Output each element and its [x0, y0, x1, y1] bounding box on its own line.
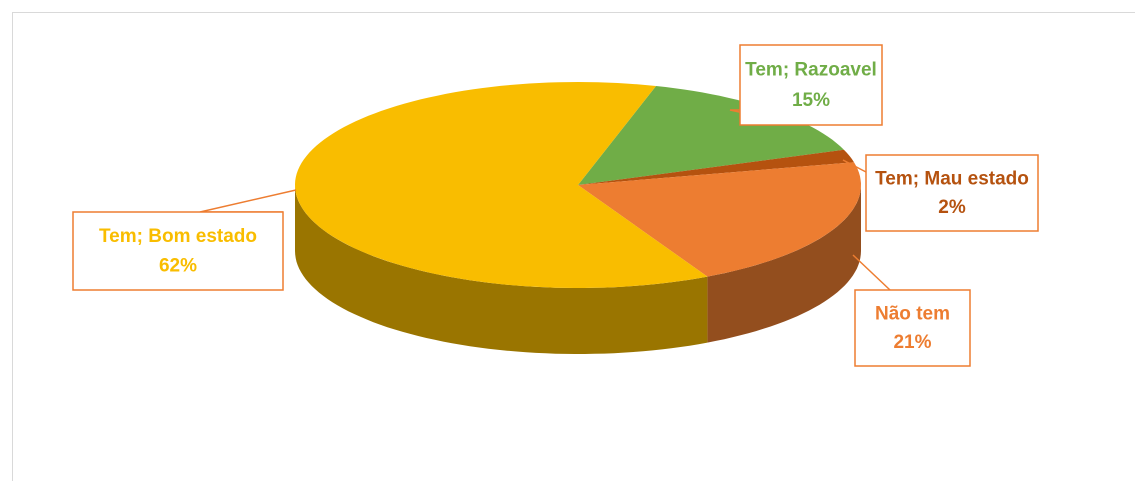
value-label: 21%: [893, 332, 931, 353]
value-label: 15%: [792, 90, 830, 111]
label-box: [739, 44, 883, 126]
slice: [578, 149, 854, 185]
slice: [578, 86, 844, 185]
label-box: [865, 154, 1039, 232]
category-label: Não tem: [875, 303, 950, 324]
slice: [578, 162, 861, 277]
leader-line: [852, 254, 891, 291]
value-label: 2%: [938, 197, 966, 218]
leader-line: [842, 159, 867, 173]
label-box: [72, 211, 284, 291]
category-label: Tem; Razoavel: [745, 60, 877, 81]
category-label: Tem; Bom estado: [99, 226, 257, 247]
leader-line: [199, 189, 297, 213]
chart-frame: [12, 12, 1135, 481]
slice: [295, 82, 708, 288]
category-label: Tem; Mau estado: [875, 168, 1029, 189]
slice-side: [295, 185, 708, 354]
label-box: [854, 289, 971, 367]
value-label: 62%: [159, 256, 197, 277]
slice-side: [707, 185, 861, 343]
